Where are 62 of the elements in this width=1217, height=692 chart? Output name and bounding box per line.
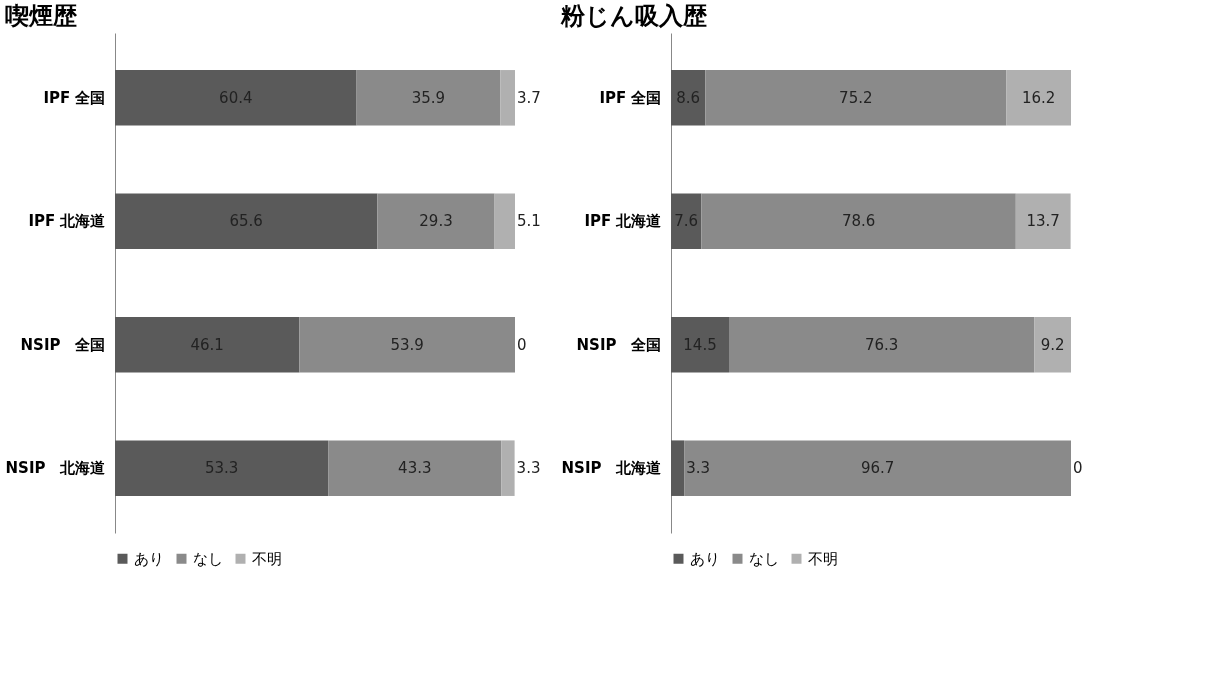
data-label: 7.6 <box>674 212 699 231</box>
data-label: 53.3 <box>204 459 239 478</box>
y-tick-label: NSIP 北海道 <box>561 459 663 478</box>
data-label: 43.3 <box>398 459 432 478</box>
y-tick-label: IPF 北海道 <box>584 212 663 231</box>
data-label: 46.1 <box>190 335 224 354</box>
bar <box>299 316 515 373</box>
data-label: 5.1 <box>517 212 541 231</box>
y-tick-label: IPF 全国 <box>599 88 662 107</box>
y-tick-label: NSIP 北海道 <box>5 459 107 478</box>
bar <box>701 193 1016 250</box>
bar <box>494 193 515 250</box>
bar <box>729 316 1035 373</box>
data-label: 78.6 <box>841 212 876 231</box>
data-label: 0 <box>517 335 527 354</box>
bar <box>115 316 300 373</box>
legend-label: 不明 <box>808 549 838 568</box>
y-tick-label: IPF 全国 <box>43 88 106 107</box>
bar <box>671 70 706 126</box>
legend-label: 不明 <box>252 549 282 568</box>
bar <box>115 193 378 250</box>
bar <box>1006 70 1071 126</box>
data-label: 96.7 <box>860 459 895 478</box>
data-label: 16.2 <box>1021 88 1056 107</box>
y-tick-label: IPF 北海道 <box>28 212 107 231</box>
bar <box>377 193 495 250</box>
bar <box>501 440 515 496</box>
chart-title: 喫煙歴 <box>5 2 78 30</box>
bar <box>1015 193 1071 250</box>
legend-label: あり <box>690 549 720 568</box>
bar <box>328 440 502 496</box>
data-label: 13.7 <box>1026 212 1060 231</box>
data-label: 3.3 <box>516 459 541 478</box>
data-label: 3.3 <box>686 459 711 478</box>
legend-label: なし <box>193 549 223 568</box>
y-tick-label: NSIP 全国 <box>576 335 662 354</box>
data-label: 65.6 <box>229 212 263 231</box>
data-label: 9.2 <box>1040 335 1065 354</box>
bar <box>115 440 329 496</box>
bar <box>356 70 501 126</box>
data-label: 53.9 <box>390 335 424 354</box>
bar <box>1034 316 1071 373</box>
data-label: 29.3 <box>419 212 453 231</box>
data-label: 8.6 <box>676 88 701 107</box>
data-label: 35.9 <box>411 88 446 107</box>
y-tick-label: NSIP 全国 <box>20 335 106 354</box>
legend-label: あり <box>134 549 164 568</box>
data-label: 75.2 <box>839 88 873 107</box>
data-label: 3.7 <box>517 88 541 107</box>
bar <box>671 316 729 373</box>
bar <box>671 193 702 250</box>
data-label: 76.3 <box>864 335 899 354</box>
bar <box>671 440 685 496</box>
data-label: 60.4 <box>219 88 253 107</box>
bar <box>705 70 1007 126</box>
bar <box>684 440 1071 496</box>
data-label: 14.5 <box>683 335 717 354</box>
chart-title: 粉じん吸入歴 <box>560 2 708 30</box>
legend-label: なし <box>749 549 779 568</box>
bar <box>500 70 515 126</box>
data-label: 0 <box>1073 459 1083 478</box>
bar <box>115 70 357 126</box>
